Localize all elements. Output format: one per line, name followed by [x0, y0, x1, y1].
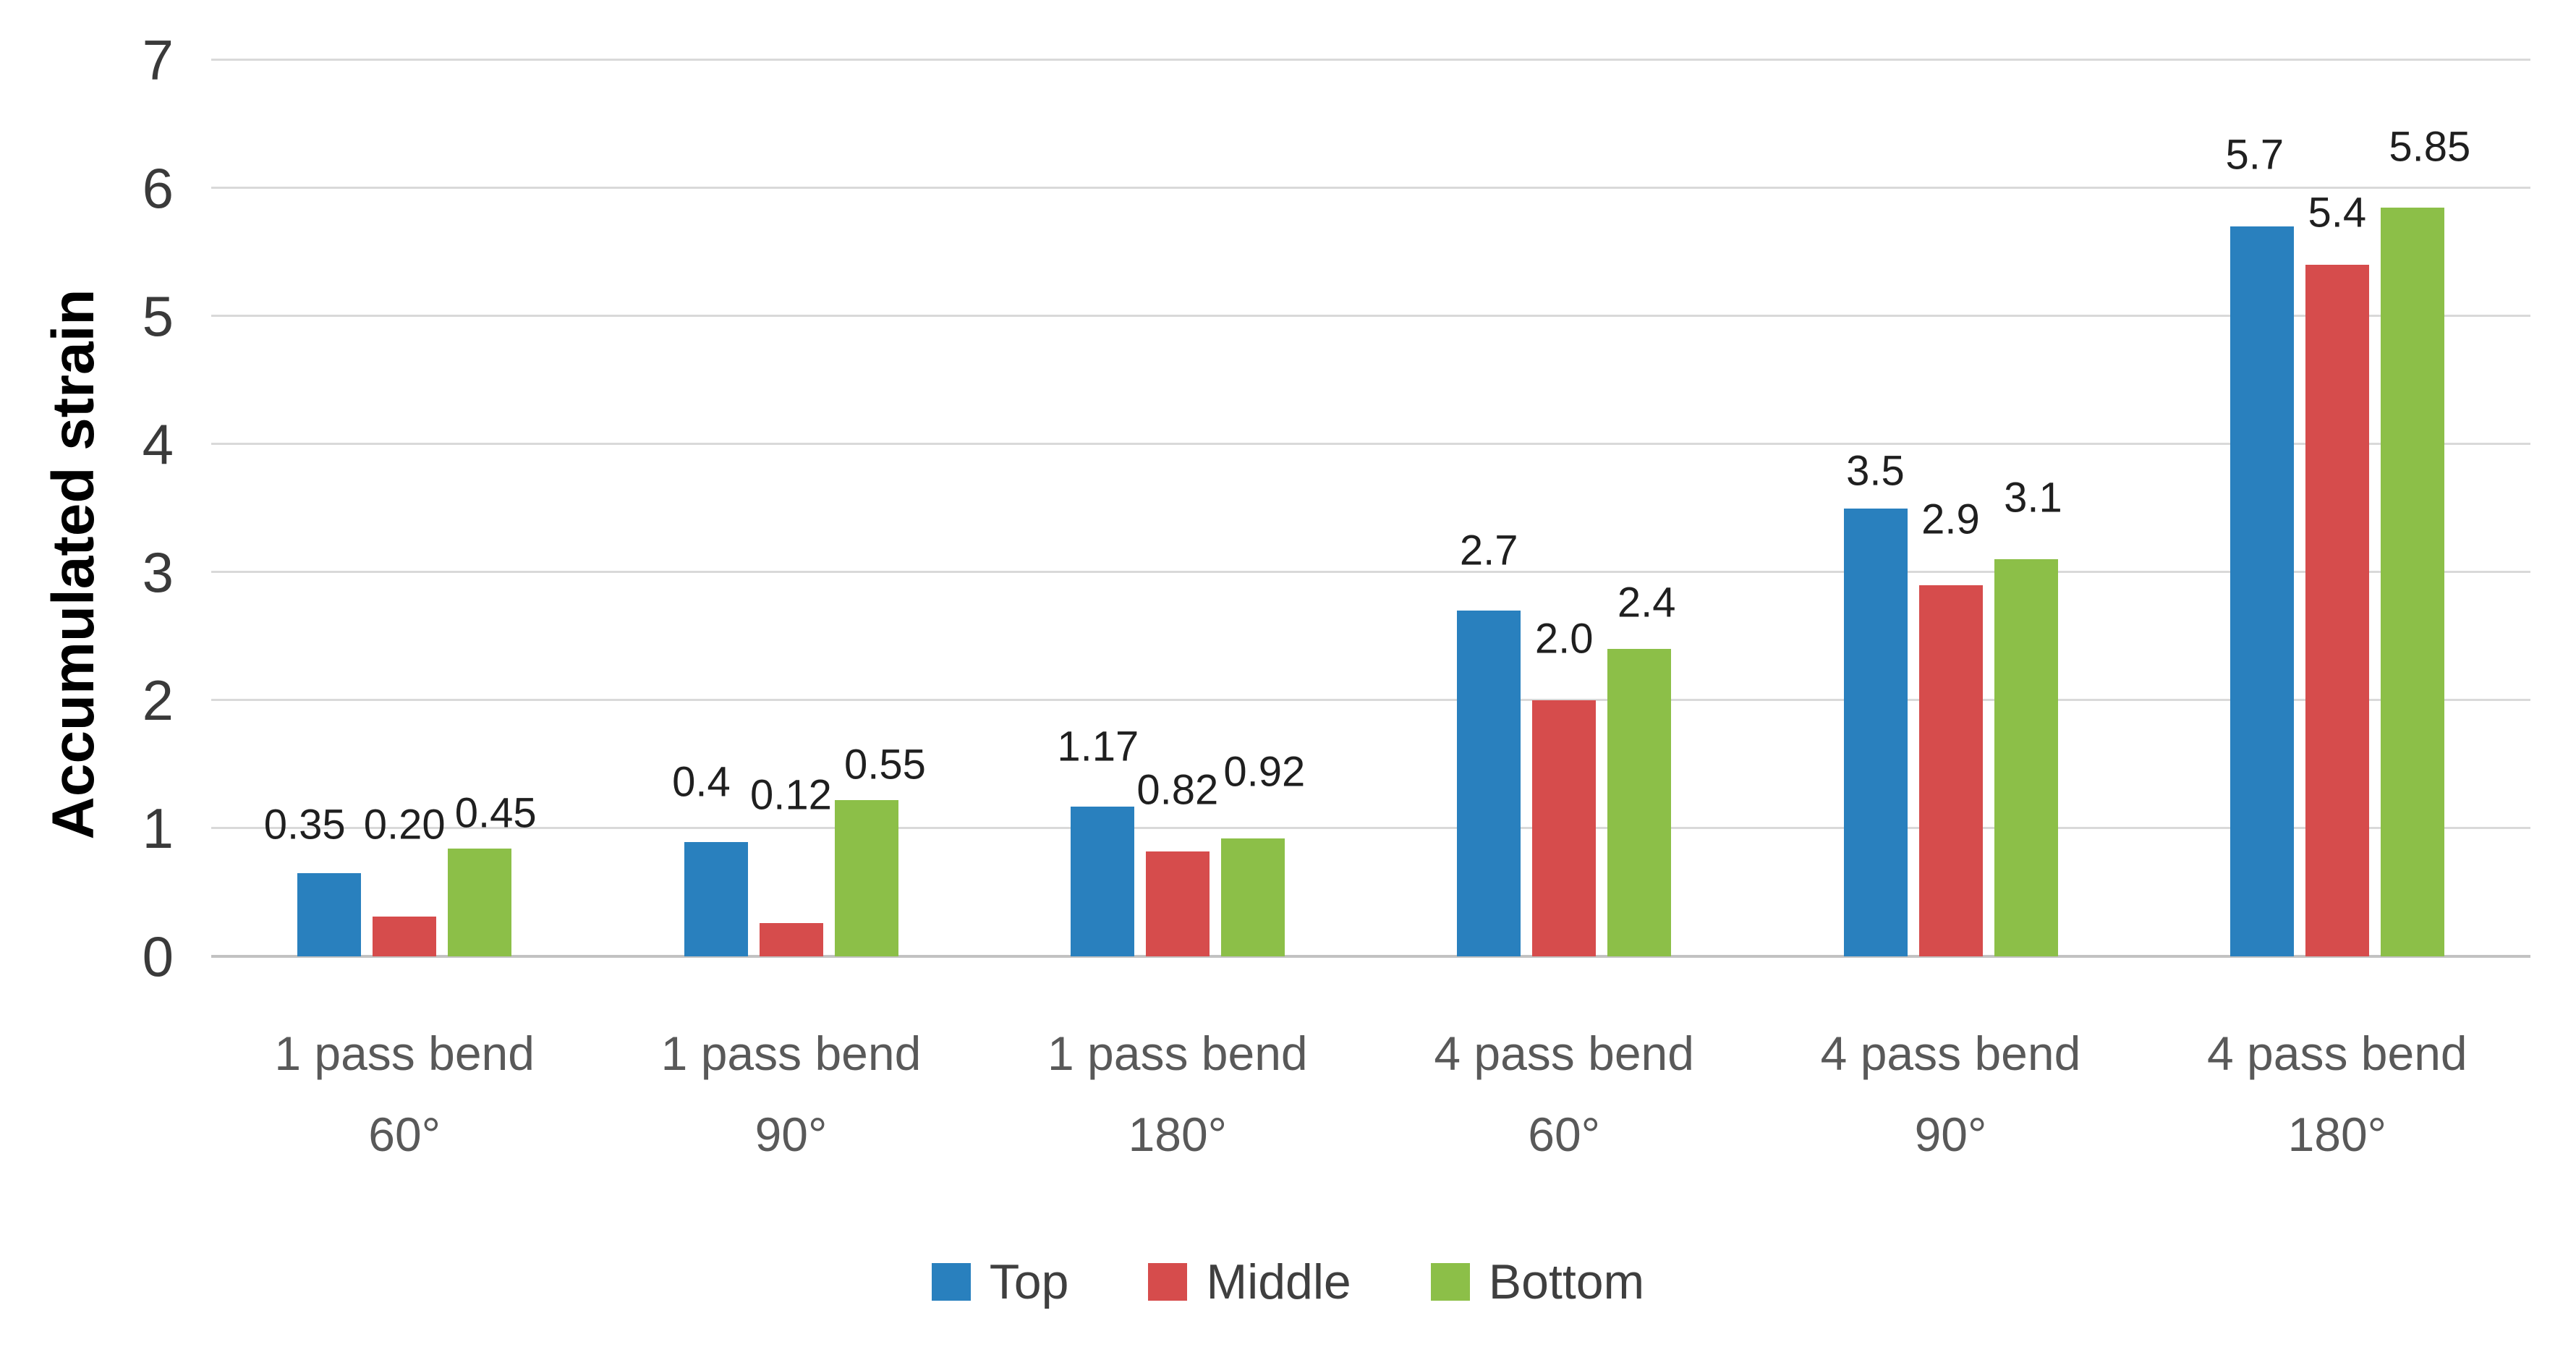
legend-item-bottom: Bottom [1430, 1254, 1645, 1310]
x-category-label-1-pass-bend-180: 1 pass bend 180° [985, 1013, 1371, 1175]
gridline-y4 [211, 443, 2530, 445]
x-category-label-4-pass-bend-180: 4 pass bend 180° [2144, 1013, 2530, 1175]
gridline-y3 [211, 571, 2530, 573]
bar-value-label-middle-1-pass-bend-60: 0.20 [363, 801, 446, 849]
x-category-line2: 180° [2287, 1108, 2387, 1161]
gridline-y6 [211, 187, 2530, 189]
y-tick-label-0: 0 [142, 925, 174, 988]
bar-bottom-1-pass-bend-90 [834, 800, 898, 956]
bar-bottom-4-pass-bend-60 [1607, 649, 1672, 956]
y-tick-label-7: 7 [142, 28, 174, 92]
y-tick-label-3: 3 [142, 540, 174, 604]
x-category-line1: 1 pass bend [274, 1027, 535, 1080]
x-category-line2: 180° [1128, 1108, 1228, 1161]
bar-value-label-top-4-pass-bend-180: 5.7 [2225, 131, 2284, 179]
legend-label-middle: Middle [1206, 1254, 1351, 1309]
legend-label-top: Top [989, 1254, 1069, 1309]
bar-value-label-top-1-pass-bend-90: 0.4 [672, 758, 731, 806]
bar-bottom-1-pass-bend-180 [1220, 838, 1285, 956]
x-category-line2: 90° [1914, 1108, 1987, 1161]
y-tick-label-6: 6 [142, 156, 174, 220]
bar-value-label-bottom-1-pass-bend-90: 0.55 [844, 741, 926, 788]
bar-value-label-bottom-4-pass-bend-180: 5.85 [2389, 123, 2471, 171]
legend-item-middle: Middle [1148, 1254, 1351, 1310]
gridline-y7 [211, 59, 2530, 61]
bar-value-label-middle-4-pass-bend-90: 2.9 [1921, 496, 1980, 543]
legend-swatch-bottom [1430, 1263, 1470, 1301]
gridline-y5 [211, 315, 2530, 317]
y-tick-label-5: 5 [142, 284, 174, 348]
bar-value-label-top-1-pass-bend-180: 1.17 [1057, 723, 1139, 770]
x-category-label-1-pass-bend-90: 1 pass bend 90° [598, 1013, 984, 1175]
bar-value-label-bottom-4-pass-bend-60: 2.4 [1617, 579, 1676, 626]
bar-bottom-4-pass-bend-180 [2380, 207, 2444, 956]
bar-middle-1-pass-bend-60 [373, 917, 437, 956]
x-category-line1: 1 pass bend [1047, 1027, 1308, 1080]
bar-middle-4-pass-bend-180 [2305, 265, 2369, 956]
bar-top-4-pass-bend-60 [1457, 611, 1521, 956]
x-category-line1: 4 pass bend [1434, 1027, 1694, 1080]
x-category-label-4-pass-bend-60: 4 pass bend 60° [1371, 1013, 1757, 1175]
bar-top-1-pass-bend-60 [297, 872, 362, 956]
bar-middle-4-pass-bend-60 [1532, 700, 1597, 956]
bar-value-label-top-1-pass-bend-60: 0.35 [263, 801, 346, 849]
y-tick-label-2: 2 [142, 668, 174, 732]
legend-item-top: Top [931, 1254, 1069, 1310]
bar-value-label-bottom-1-pass-bend-60: 0.45 [454, 789, 537, 837]
bar-value-label-top-4-pass-bend-60: 2.7 [1459, 527, 1518, 574]
bar-bottom-4-pass-bend-90 [1994, 559, 2058, 956]
bar-value-label-middle-1-pass-bend-90: 0.12 [750, 771, 832, 819]
bar-bottom-1-pass-bend-60 [448, 849, 512, 956]
gridline-y0 [211, 955, 2530, 958]
x-category-label-1-pass-bend-60: 1 pass bend 60° [211, 1013, 598, 1175]
gridline-y2 [211, 699, 2530, 701]
x-category-line1: 4 pass bend [2207, 1027, 2467, 1080]
legend-swatch-top [931, 1263, 971, 1301]
legend: Top Middle Bottom [0, 1253, 2576, 1311]
bar-value-label-bottom-4-pass-bend-90: 3.1 [2004, 474, 2062, 522]
y-tick-label-4: 4 [142, 412, 174, 476]
bar-value-label-middle-4-pass-bend-180: 5.4 [2308, 189, 2367, 237]
x-category-line1: 4 pass bend [1820, 1027, 2081, 1080]
bar-value-label-top-4-pass-bend-90: 3.5 [1846, 447, 1905, 495]
x-category-line2: 90° [754, 1108, 828, 1161]
bar-value-label-middle-4-pass-bend-60: 2.0 [1534, 615, 1594, 663]
gridline-y1 [211, 827, 2530, 829]
bar-middle-1-pass-bend-90 [759, 922, 823, 956]
legend-swatch-middle [1148, 1263, 1188, 1301]
y-tick-label-1: 1 [142, 796, 174, 860]
bar-value-label-middle-1-pass-bend-180: 0.82 [1136, 766, 1219, 814]
x-category-label-4-pass-bend-90: 4 pass bend 90° [1757, 1013, 2143, 1175]
bar-middle-4-pass-bend-90 [1918, 585, 1983, 956]
legend-label-bottom: Bottom [1488, 1254, 1645, 1309]
x-category-line2: 60° [1528, 1108, 1601, 1161]
bar-middle-1-pass-bend-180 [1145, 851, 1210, 956]
bar-value-label-bottom-1-pass-bend-180: 0.92 [1223, 748, 1306, 796]
bar-top-1-pass-bend-90 [684, 842, 748, 956]
bar-top-4-pass-bend-180 [2229, 226, 2294, 956]
x-category-line1: 1 pass bend [660, 1027, 922, 1080]
bar-top-4-pass-bend-90 [1843, 508, 1908, 956]
x-category-line2: 60° [368, 1108, 441, 1161]
bar-top-1-pass-bend-180 [1070, 806, 1134, 956]
